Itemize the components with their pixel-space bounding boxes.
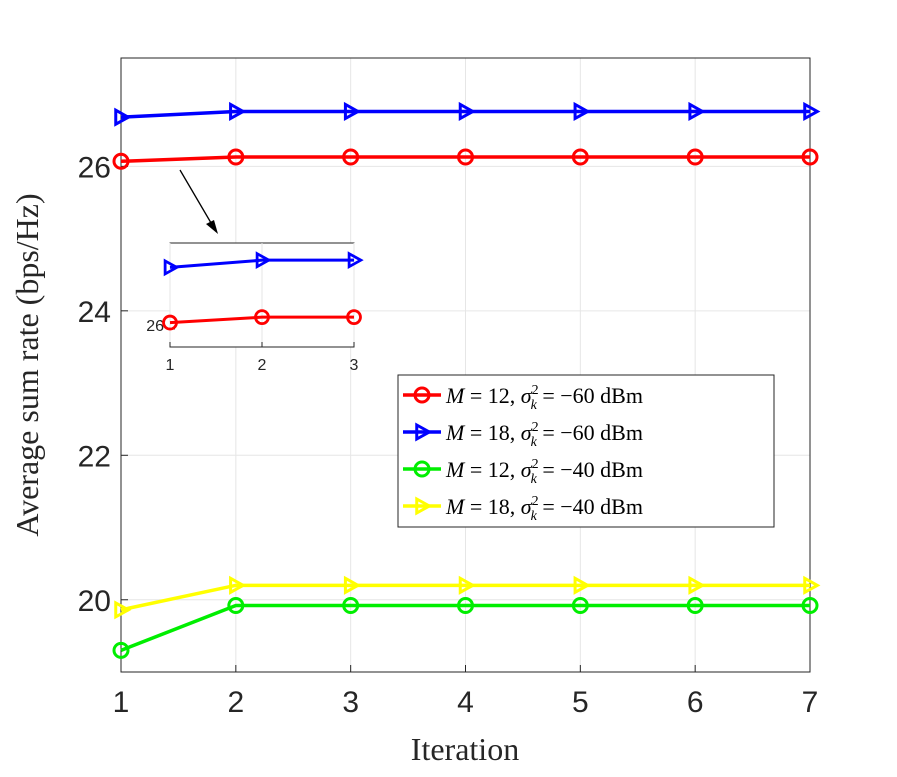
- legend-swatch-marker: [415, 422, 433, 442]
- zoom-arrow-head: [206, 220, 218, 234]
- inset-data-point: [162, 314, 178, 331]
- legend-item-2: M = 18, σ2 k = −60 dBm: [403, 420, 643, 450]
- data-point: [688, 575, 706, 595]
- x-tick-label: 6: [687, 686, 704, 719]
- data-point: [686, 148, 704, 166]
- series-4: [114, 575, 821, 620]
- data-point: [801, 597, 819, 615]
- legend-label: M = 18, σ2 k = −60 dBm: [445, 420, 643, 450]
- data-point: [457, 597, 474, 615]
- x-tick-label: 2: [227, 686, 244, 719]
- inset-plot: 1 2 3 26: [146, 242, 364, 374]
- x-tick-label: 5: [572, 686, 589, 719]
- inset-series-1: [162, 309, 362, 331]
- x-axis: 1 2 3 4 5 6 7: [113, 665, 819, 719]
- inset-data-point: [255, 251, 272, 270]
- series-line: [120, 155, 810, 164]
- data-point: [686, 597, 704, 615]
- inset-y-tick-label: 26: [146, 318, 164, 335]
- data-point: [112, 152, 130, 170]
- x-tick-label: 7: [802, 686, 819, 719]
- data-point: [343, 101, 362, 122]
- series-line: [120, 109, 810, 119]
- data-point: [227, 597, 245, 615]
- data-point: [573, 101, 591, 122]
- series-2: [114, 101, 821, 127]
- x-tick-label: 3: [342, 686, 359, 719]
- series-3: [112, 597, 819, 659]
- data-point: [571, 148, 589, 166]
- data-point: [688, 101, 706, 122]
- data-point: [573, 575, 591, 595]
- series-line: [120, 583, 810, 612]
- inset-x-tick-label: 1: [166, 357, 175, 374]
- inset-series-2: [163, 251, 364, 277]
- legend-swatch-marker: [413, 460, 431, 478]
- x-tick-label: 1: [113, 686, 130, 719]
- inset-data-point: [347, 251, 364, 270]
- legend-item-3: M = 12, σ2 k = −40 dBm: [403, 457, 643, 487]
- data-point: [342, 597, 360, 615]
- legend: M = 12, σ2 k = −60 dBm M = 18, σ2 k = −60 d…: [397, 374, 775, 528]
- data-point: [801, 148, 819, 166]
- data-point: [343, 575, 362, 595]
- data-point: [114, 600, 132, 620]
- y-axis: 20 22 24 26: [78, 151, 128, 618]
- inset-x-tick-label: 3: [350, 357, 359, 374]
- legend-label: M = 12, σ2 k = −60 dBm: [445, 383, 643, 413]
- y-tick-label: 24: [78, 296, 111, 329]
- series-line: [120, 603, 810, 652]
- data-point: [803, 575, 821, 595]
- inset-data-point: [346, 309, 362, 326]
- data-point: [458, 101, 476, 122]
- legend-label: M = 12, σ2 k = −40 dBm: [445, 457, 643, 487]
- y-tick-label: 26: [78, 151, 111, 184]
- inset-x-tick-label: 2: [258, 357, 267, 374]
- zoom-arrow-line: [179, 169, 215, 229]
- legend-swatch-marker: [415, 496, 433, 516]
- y-axis-title: Average sum rate (bps/Hz): [9, 193, 45, 536]
- inset-series-line: [169, 315, 354, 325]
- data-point: [571, 597, 589, 615]
- x-axis-title: Iteration: [411, 731, 519, 767]
- x-tick-label: 4: [457, 686, 474, 719]
- inset-series-line: [169, 258, 354, 269]
- y-tick-label: 20: [78, 585, 111, 618]
- data-point: [114, 107, 132, 127]
- series-1: [112, 148, 819, 170]
- y-tick-label: 22: [78, 440, 111, 473]
- data-point: [229, 575, 247, 595]
- legend-item-1: M = 12, σ2 k = −60 dBm: [403, 383, 643, 413]
- inset-series-layer: [162, 251, 364, 331]
- legend-box: [397, 374, 775, 528]
- data-point: [458, 575, 476, 595]
- data-point: [227, 148, 245, 166]
- inset-data-point: [254, 309, 270, 326]
- data-point: [457, 148, 474, 166]
- series-layer: [112, 101, 821, 659]
- data-point: [342, 148, 360, 166]
- data-point: [112, 641, 130, 659]
- legend-item-4: M = 18, σ2 k = −40 dBm: [403, 494, 643, 524]
- legend-swatch-marker: [413, 386, 431, 404]
- data-point: [803, 101, 821, 122]
- legend-label: M = 18, σ2 k = −40 dBm: [445, 494, 643, 524]
- inset-data-point: [163, 258, 180, 277]
- zoom-arrow: [179, 169, 218, 234]
- data-point: [229, 101, 247, 122]
